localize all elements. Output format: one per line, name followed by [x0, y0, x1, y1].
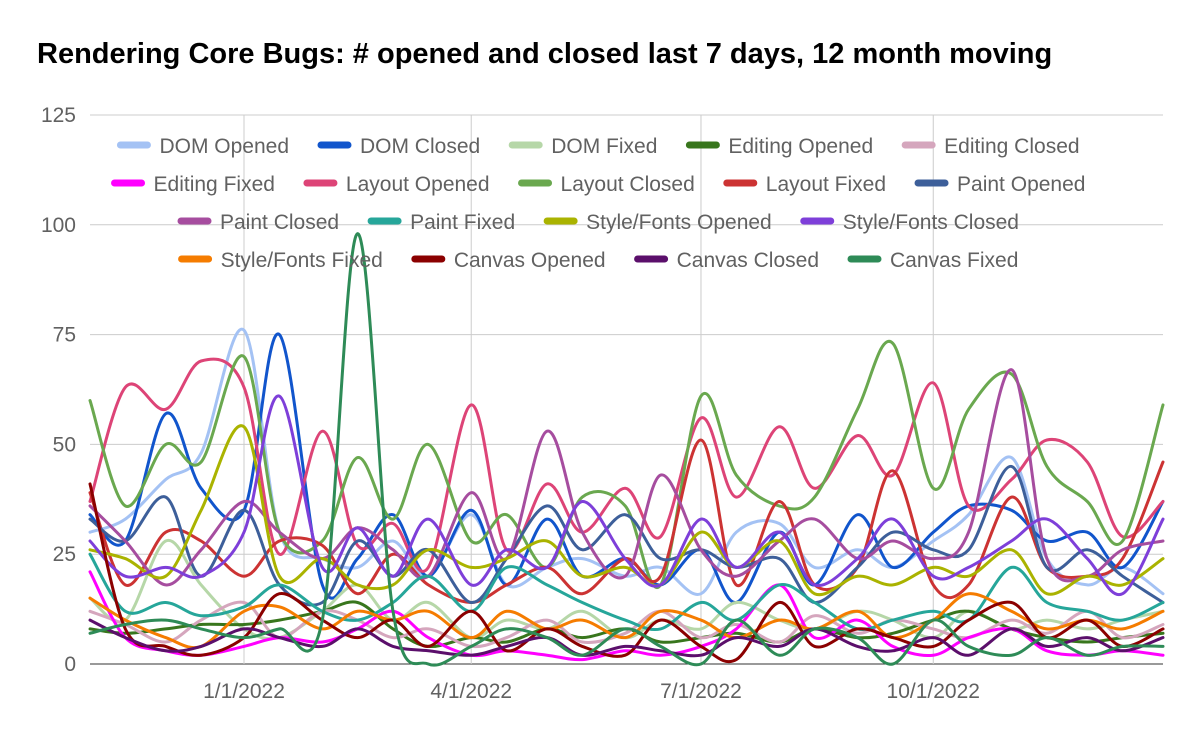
line-layer: [88, 232, 1165, 667]
series-line-paint-closed: [88, 368, 1165, 587]
legend-label-layout-fixed: Layout Fixed: [766, 173, 886, 196]
y-axis-ticks: 0 25 50 75 100 125: [41, 104, 76, 676]
legend-label-editing-opened: Editing Opened: [728, 135, 873, 158]
y-tick-label-100: 100: [41, 214, 76, 237]
legend: DOM Opened DOM Closed DOM Fixed Editing Ope…: [111, 135, 1085, 272]
legend-label-paint-fixed: Paint Fixed: [410, 211, 515, 234]
series-line-style-fonts-closed: [88, 394, 1165, 597]
x-tick-label-1-1-2022: 1/1/2022: [203, 680, 285, 703]
legend-label-paint-opened: Paint Opened: [957, 173, 1085, 196]
series-line-paint-opened: [88, 464, 1165, 607]
series-line-canvas-closed: [88, 618, 1165, 658]
legend-label-dom-fixed: DOM Fixed: [551, 135, 657, 158]
series-line-style-fonts-opened: [88, 424, 1165, 597]
legend-label-canvas-opened: Canvas Opened: [454, 249, 606, 272]
series-line-paint-fixed: [88, 552, 1165, 632]
series-line-canvas-opened: [88, 482, 1165, 664]
series-line-canvas-fixed: [88, 232, 1165, 667]
legend-label-paint-closed: Paint Closed: [220, 211, 339, 234]
legend-label-style-fonts-opened: Style/Fonts Opened: [586, 211, 772, 234]
grid-layer: [90, 114, 1163, 665]
x-tick-label-7-1-2022: 7/1/2022: [660, 680, 742, 703]
legend-label-style-fonts-closed: Style/Fonts Closed: [843, 211, 1019, 234]
series-line-editing-fixed: [88, 570, 1165, 662]
y-tick-label-0: 0: [64, 653, 76, 676]
legend-label-dom-closed: DOM Closed: [360, 135, 480, 158]
legend-label-layout-closed: Layout Closed: [561, 173, 695, 196]
legend-label-editing-closed: Editing Closed: [944, 135, 1079, 158]
y-tick-label-50: 50: [53, 433, 76, 456]
chart-title: Rendering Core Bugs: # opened and closed…: [37, 38, 1053, 70]
series-line-style-fonts-fixed: [88, 592, 1165, 649]
legend-label-editing-fixed: Editing Fixed: [154, 173, 275, 196]
y-tick-label-75: 75: [53, 324, 76, 347]
series-line-layout-closed: [88, 339, 1165, 589]
legend-label-dom-opened: DOM Opened: [159, 135, 289, 158]
x-axis-ticks: 1/1/2022 4/1/2022 7/1/2022 10/1/2022: [203, 680, 980, 703]
legend-label-canvas-fixed: Canvas Fixed: [890, 249, 1018, 272]
legend-label-style-fonts-fixed: Style/Fonts Fixed: [221, 249, 383, 272]
x-tick-label-4-1-2022: 4/1/2022: [430, 680, 512, 703]
x-tick-label-10-1-2022: 10/1/2022: [887, 680, 980, 703]
legend-label-canvas-closed: Canvas Closed: [677, 249, 819, 272]
series-line-dom-opened: [88, 327, 1165, 596]
series-line-dom-closed: [88, 332, 1165, 604]
y-tick-label-125: 125: [41, 104, 76, 127]
series-line-layout-fixed: [88, 438, 1165, 604]
legend-label-layout-opened: Layout Opened: [346, 173, 490, 196]
y-tick-label-25: 25: [53, 543, 76, 566]
